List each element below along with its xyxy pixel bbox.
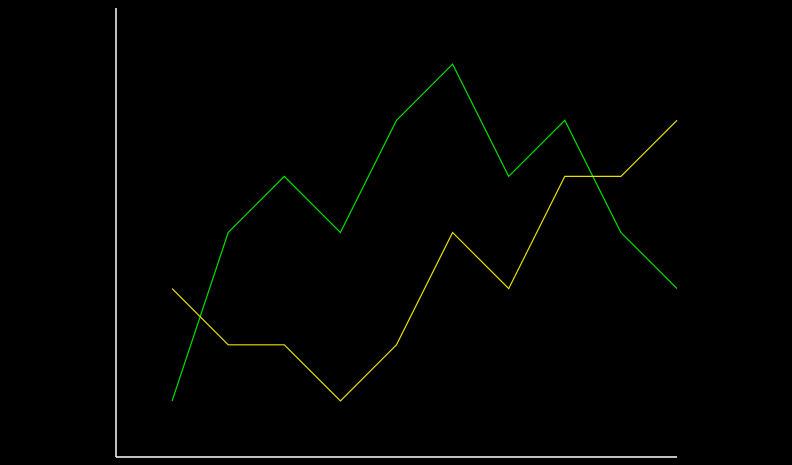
series-2 bbox=[171, 119, 678, 402]
series-layer bbox=[171, 63, 678, 402]
series-1-line bbox=[171, 63, 678, 402]
series-2-line bbox=[171, 119, 678, 402]
series-1 bbox=[171, 63, 678, 402]
